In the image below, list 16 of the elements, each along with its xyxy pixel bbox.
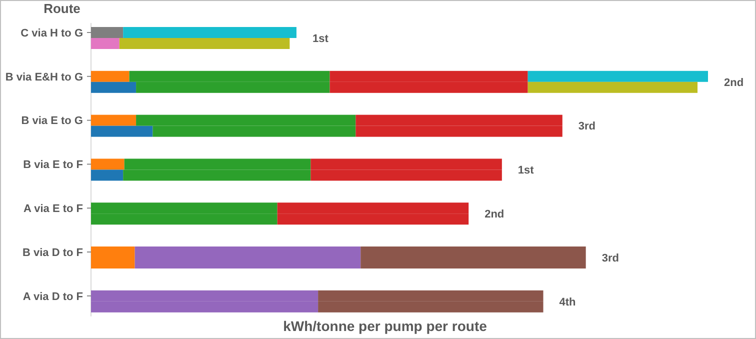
y-axis-title: Route [44,1,80,16]
y-tick-label: B via E to G [21,115,83,128]
y-tick-label: A via D to F [22,290,84,303]
annotation: 1st [312,32,329,45]
text: kWh/tonne per pump per route [283,318,488,334]
y-tick-label: C via H to G [20,27,83,40]
y-tick-label: B via E to F [23,159,84,172]
annotation: 1st [518,164,534,177]
y-tick-label: B via E&H to G [5,71,83,84]
text: 2nd [724,76,744,89]
annotation: 3rd [578,120,596,133]
y-tick-label: A via E to F [24,202,84,215]
y-tick-label: B via D to F [22,246,84,259]
annotation: 3rd [602,252,619,264]
annotation: 4th [559,296,576,308]
annotation: 2nd [484,208,504,220]
